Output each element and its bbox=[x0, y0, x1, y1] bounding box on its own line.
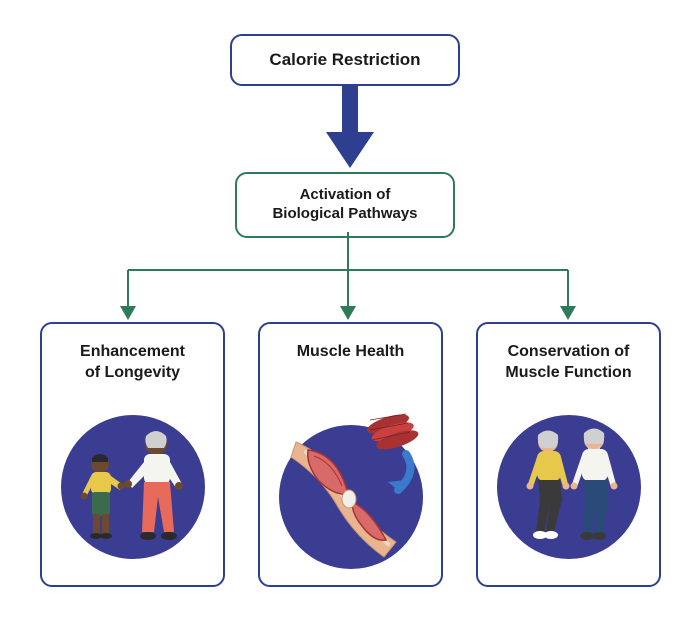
branch-connector bbox=[0, 0, 700, 340]
node-muscle-health: Muscle Health bbox=[258, 322, 443, 587]
longevity-illustration bbox=[58, 402, 208, 552]
function-illustration bbox=[494, 402, 644, 552]
leaf-title: Conservation ofMuscle Function bbox=[505, 342, 631, 390]
node-conservation-function: Conservation ofMuscle Function bbox=[476, 322, 661, 587]
leaf-title: Enhancementof Longevity bbox=[80, 342, 185, 390]
muscle-illustration bbox=[276, 402, 426, 552]
node-enhancement-longevity: Enhancementof Longevity bbox=[40, 322, 225, 587]
leaf-title: Muscle Health bbox=[297, 342, 405, 390]
